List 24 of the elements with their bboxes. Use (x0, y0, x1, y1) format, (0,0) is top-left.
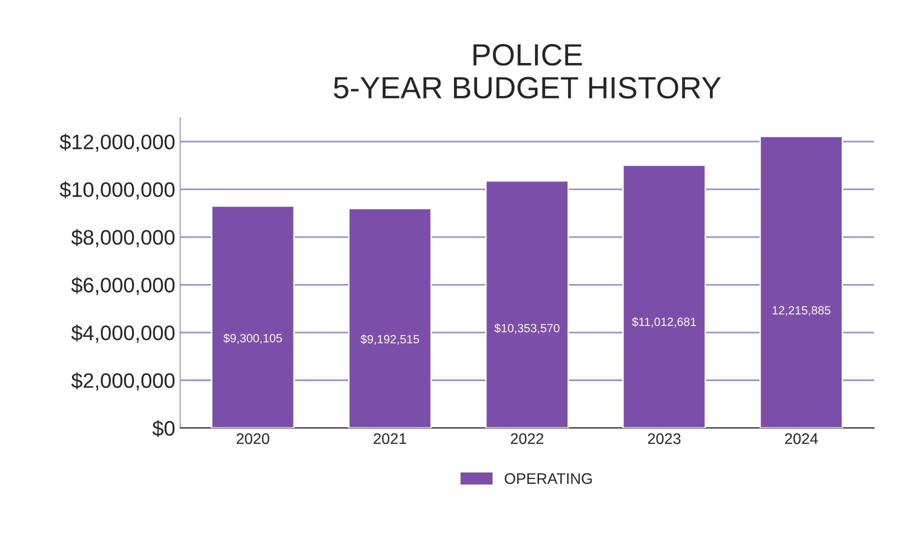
y-tick-label: $0 (152, 420, 175, 437)
x-tick-label: 2020 (236, 433, 270, 444)
data-label: $11,012,681 (632, 317, 696, 328)
x-tick-label: 2022 (510, 433, 544, 444)
y-tick-label: $2,000,000 (71, 372, 175, 390)
x-tick-label: 2021 (374, 433, 406, 444)
bar (485, 180, 569, 428)
bar (348, 208, 432, 428)
bar (211, 205, 295, 428)
y-tick-label: $8,000,000 (71, 229, 175, 248)
y-tick-label: $12,000,000 (60, 134, 175, 152)
data-label: $9,300,105 (223, 334, 282, 344)
y-tick-label: $10,000,000 (60, 181, 175, 200)
data-label: $10,353,570 (494, 323, 560, 334)
data-label: 12,215,885 (772, 306, 830, 316)
y-tick-label: $4,000,000 (71, 324, 175, 343)
chart-title: POLICE 5-YEAR BUDGET HISTORY (334, 44, 721, 99)
x-tick-label: 2024 (785, 433, 818, 444)
x-tick-label: 2023 (648, 433, 681, 444)
data-label: $9,192,515 (360, 334, 420, 345)
y-tick-label: $6,000,000 (71, 276, 175, 295)
bar (622, 164, 706, 428)
bar (759, 136, 844, 428)
legend-label: OPERATING (504, 473, 592, 484)
